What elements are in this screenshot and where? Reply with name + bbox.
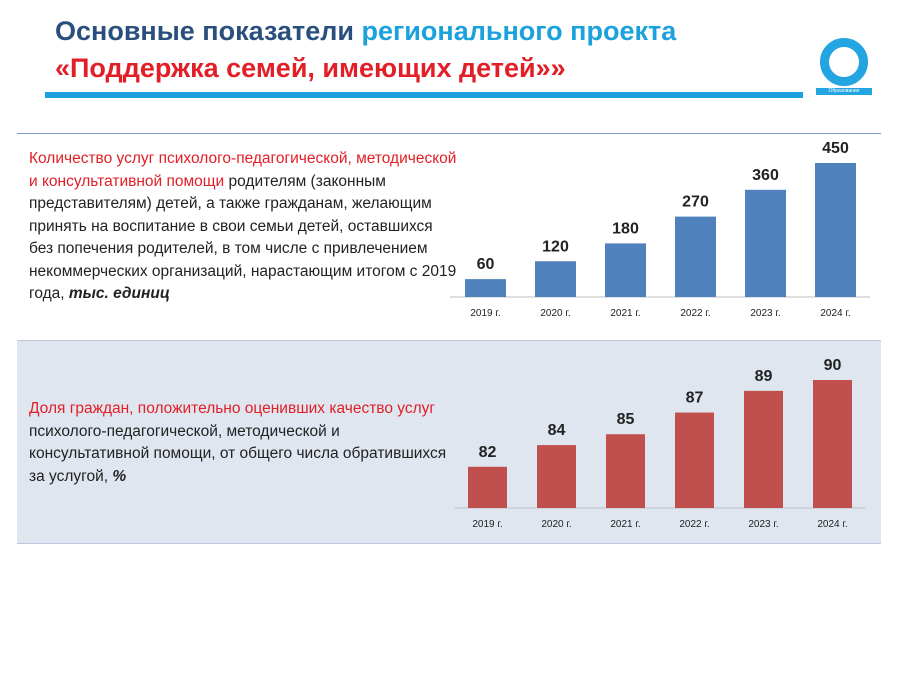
x-tick-label: 2021 г.	[610, 308, 640, 319]
bar	[744, 390, 783, 508]
page-title: Основные показатели регионального проект…	[55, 16, 677, 46]
education-logo: Образование	[816, 38, 872, 98]
x-tick-label: 2021 г.	[610, 519, 640, 530]
data-label: 82	[479, 444, 497, 461]
indicator-description: Доля граждан, положительно оценивших кач…	[29, 400, 447, 485]
bar	[815, 163, 856, 297]
bar	[675, 216, 716, 297]
bar	[468, 466, 507, 508]
title-divider	[45, 92, 803, 98]
data-label: 60	[477, 256, 495, 273]
data-label: 85	[617, 411, 635, 428]
x-tick-label: 2019 г.	[472, 519, 502, 530]
logo-ring-icon	[820, 38, 868, 86]
bar	[606, 434, 645, 508]
x-tick-label: 2024 г.	[820, 308, 850, 319]
x-tick-label: 2024 г.	[817, 519, 847, 530]
bar	[605, 243, 646, 297]
x-tick-label: 2022 г.	[680, 308, 710, 319]
data-label: 270	[682, 194, 709, 211]
data-label: 120	[542, 238, 569, 255]
x-tick-label: 2023 г.	[748, 519, 778, 530]
x-tick-label: 2020 г.	[540, 308, 570, 319]
bar	[745, 189, 786, 297]
indicator-description: Количество услуг психолого-педагогическо…	[29, 150, 457, 302]
project-name: «Поддержка семей, имеющих детей»»	[55, 53, 566, 83]
bar	[675, 412, 714, 508]
data-label: 360	[752, 167, 779, 184]
data-label: 180	[612, 220, 639, 237]
bar	[537, 445, 576, 508]
data-label: 89	[755, 368, 773, 385]
data-label: 90	[824, 357, 842, 374]
x-tick-label: 2019 г.	[470, 308, 500, 319]
x-tick-label: 2022 г.	[679, 519, 709, 530]
data-label: 84	[548, 422, 566, 439]
indicator-panel-satisfaction: Доля граждан, положительно оценивших кач…	[17, 340, 881, 544]
indicator-panel-services: Количество услуг психолого-педагогическо…	[17, 133, 881, 340]
x-tick-label: 2023 г.	[750, 308, 780, 319]
bar	[465, 279, 506, 297]
data-label: 450	[822, 140, 849, 157]
data-label: 87	[686, 390, 704, 407]
bar	[813, 380, 852, 508]
x-tick-label: 2020 г.	[541, 519, 571, 530]
bar	[535, 261, 576, 297]
